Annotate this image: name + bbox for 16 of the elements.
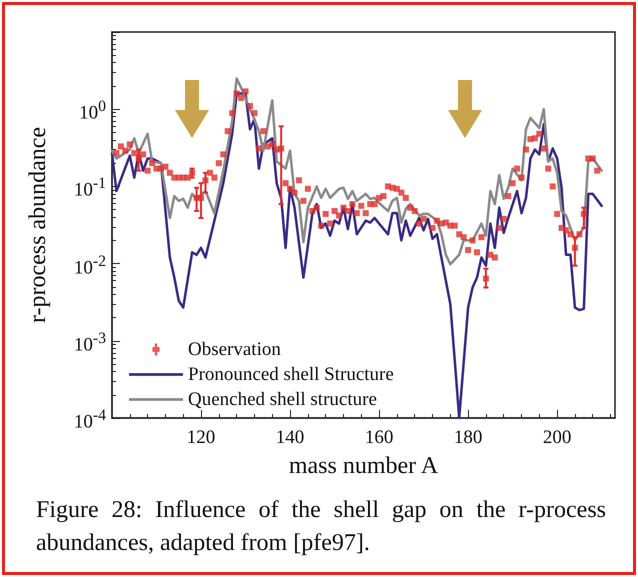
x-axis-title: mass number A bbox=[288, 453, 439, 479]
legend-label: Quenched shell structure bbox=[188, 389, 377, 410]
x-tick-label: 160 bbox=[364, 427, 394, 448]
legend-label: Observation bbox=[188, 339, 282, 360]
y-tick-label: 10$^{-1}$ bbox=[74, 174, 106, 202]
legend-label: Pronounced shell Structure bbox=[188, 364, 394, 385]
x-tick-label: 140 bbox=[276, 427, 304, 448]
y-tick-label: 10$^{-3}$ bbox=[74, 328, 106, 356]
caption: Figure 28: Influence of the shell gap on the r-process abundances, adapted from [pfe97]. bbox=[36, 496, 606, 558]
y-tick-label: 10$^{-4}$ bbox=[74, 406, 106, 434]
x-tick-label: 200 bbox=[542, 427, 572, 448]
y-tick-label: 10$^{0}$ bbox=[79, 97, 106, 125]
y-tick-label: 10$^{-2}$ bbox=[74, 252, 106, 279]
x-tick-label: 120 bbox=[186, 427, 216, 448]
x-tick-label: 180 bbox=[454, 427, 482, 448]
y-axis-title: r-process abundance bbox=[25, 126, 51, 324]
